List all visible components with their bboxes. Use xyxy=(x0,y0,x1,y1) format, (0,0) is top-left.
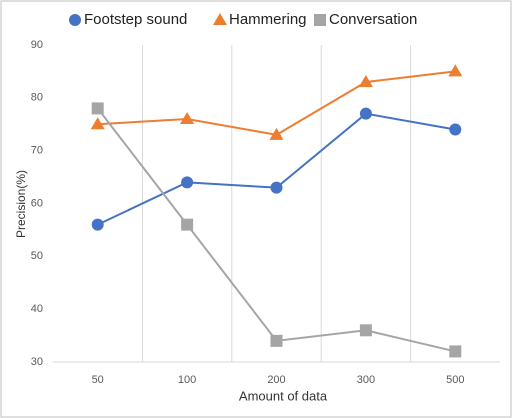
x-tick-label: 200 xyxy=(267,374,285,386)
point xyxy=(359,324,372,337)
point xyxy=(91,102,104,115)
y-tick-label: 50 xyxy=(31,250,43,262)
legend-marker xyxy=(213,13,227,25)
y-tick-label: 60 xyxy=(31,197,43,209)
legend-label: Footstep sound xyxy=(84,11,187,28)
point xyxy=(270,334,283,347)
legend-marker xyxy=(314,14,326,26)
point xyxy=(269,127,284,140)
x-tick-label: 500 xyxy=(446,374,464,386)
x-axis-label: Amount of data xyxy=(239,388,328,403)
y-tick-label: 30 xyxy=(31,356,43,368)
point xyxy=(90,117,105,130)
x-tick-label: 300 xyxy=(357,374,375,386)
y-axis-label: Precision(%) xyxy=(14,170,28,238)
legend-marker xyxy=(69,14,81,26)
point xyxy=(448,64,463,77)
legend-label: Hammering xyxy=(229,11,307,28)
point xyxy=(181,218,194,231)
point xyxy=(91,218,104,231)
point xyxy=(358,74,373,87)
y-tick-label: 40 xyxy=(31,303,43,315)
point xyxy=(359,107,372,120)
point xyxy=(181,176,194,189)
point xyxy=(270,181,283,194)
y-tick-label: 90 xyxy=(31,39,43,51)
point xyxy=(449,123,462,136)
point xyxy=(180,111,195,124)
legend-label: Conversation xyxy=(329,11,417,28)
x-tick-label: 50 xyxy=(92,374,104,386)
x-tick-label: 100 xyxy=(178,374,196,386)
point xyxy=(449,345,462,358)
y-tick-label: 80 xyxy=(31,92,43,104)
y-tick-label: 70 xyxy=(31,145,43,157)
